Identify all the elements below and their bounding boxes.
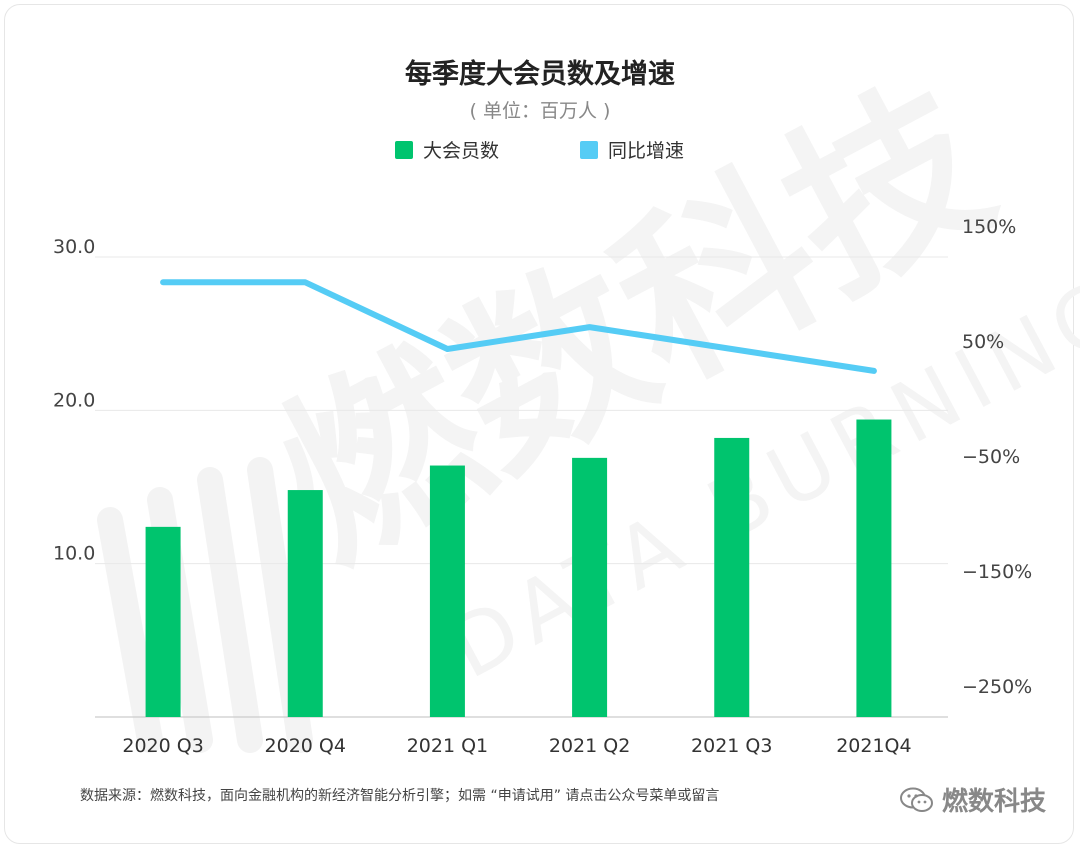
growth-line (160, 279, 877, 374)
brand-name: 燃数科技 (942, 787, 1047, 817)
y-right-tick-label: −50% (962, 446, 1020, 468)
bar (429, 465, 465, 717)
y-right-tick-label: 150% (962, 216, 1016, 238)
bar (714, 437, 750, 717)
legend-item-growth: 同比增速 (580, 136, 684, 163)
y-left-tick-label: 20.0 (53, 389, 95, 411)
x-tick-label: 2021 Q2 (549, 735, 630, 757)
legend: 大会员数 同比增速 (0, 136, 1080, 166)
y-right-tick-label: 50% (962, 331, 1004, 353)
y-left-tick-label: 10.0 (53, 543, 95, 565)
legend-label-growth: 同比增速 (608, 140, 685, 162)
bar (145, 526, 181, 717)
x-tick-label: 2021 Q3 (691, 735, 772, 757)
x-tick-label: 2020 Q3 (122, 735, 203, 757)
legend-swatch-members (395, 140, 413, 159)
bar (287, 490, 323, 717)
y-right-tick-label: −150% (962, 561, 1032, 583)
brand: 燃数科技 (900, 781, 1046, 818)
legend-item-members: 大会员数 (395, 136, 499, 163)
source-note: 数据来源：燃数科技，面向金融机构的新经济智能分析引擎；如需 “申请试用” 请点击… (80, 788, 720, 804)
y-left-tick-label: 30.0 (53, 236, 95, 258)
x-tick-label: 2020 Q4 (265, 735, 346, 757)
chart-title: 每季度大会员数及增速 (405, 59, 675, 90)
legend-swatch-growth (580, 140, 598, 159)
legend-label-members: 大会员数 (423, 140, 500, 162)
chart-subtitle: ( 单位：百万人 ) (469, 100, 611, 122)
card-frame (4, 4, 1074, 844)
wechat-icon (900, 787, 933, 812)
bar (572, 457, 608, 717)
x-tick-label: 2021 Q1 (407, 735, 488, 757)
x-tick-label: 2021Q4 (836, 735, 911, 757)
y-right-tick-label: −250% (962, 676, 1032, 698)
bar (856, 419, 892, 717)
